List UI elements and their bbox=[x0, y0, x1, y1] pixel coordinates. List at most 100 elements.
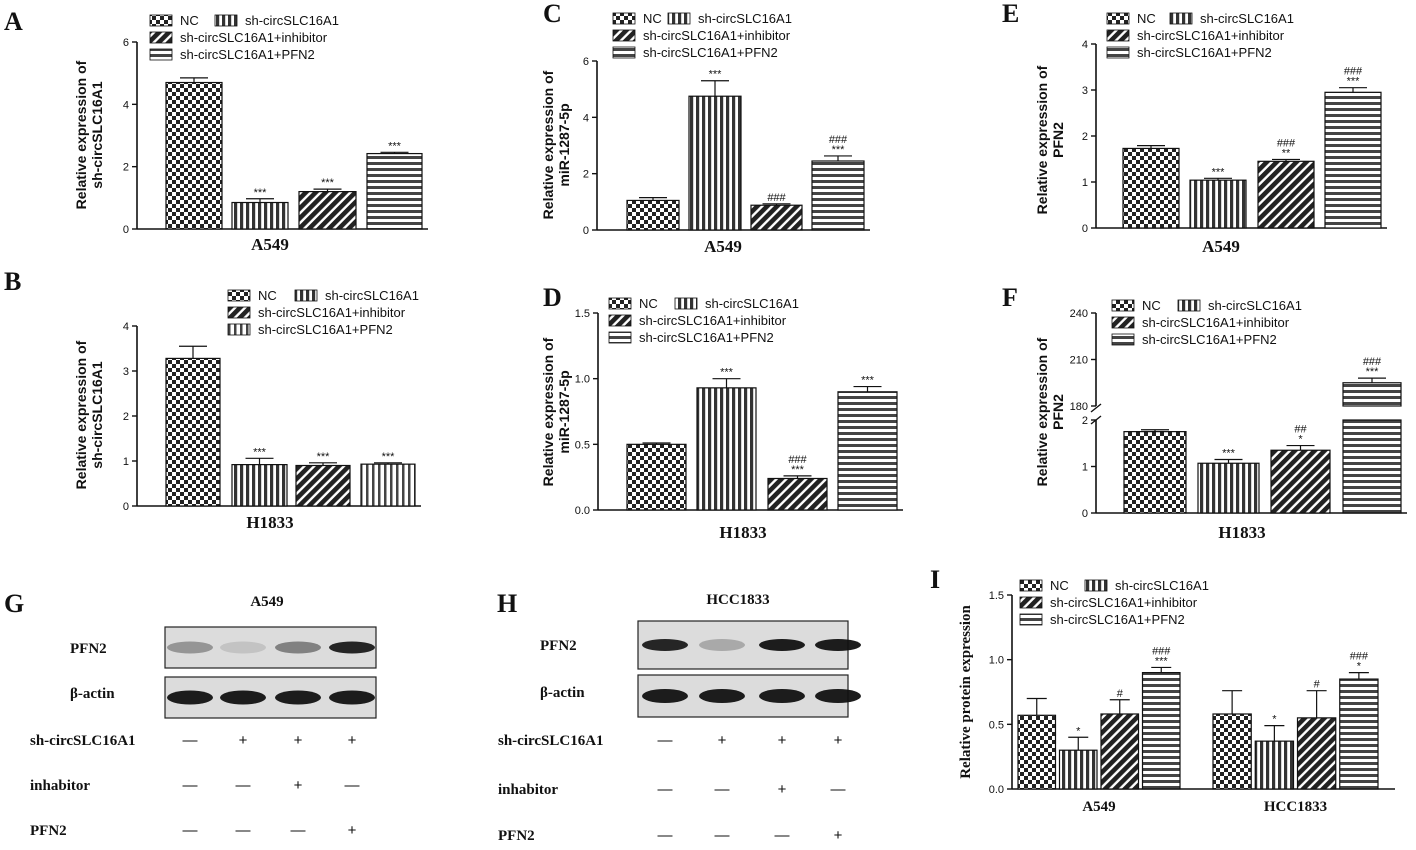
y-axis-label: sh-circSLC16A1 bbox=[89, 361, 105, 469]
condition-sign: — bbox=[658, 781, 673, 798]
x-axis-label: A549 bbox=[704, 237, 742, 256]
band-label: PFN2 bbox=[540, 638, 577, 654]
y-axis-label: Relative expression of bbox=[73, 60, 89, 209]
legend-label-nc: NC bbox=[258, 288, 277, 303]
condition-label: PFN2 bbox=[498, 828, 535, 844]
bar-inh bbox=[1296, 717, 1337, 790]
y-tick-label: 1 bbox=[123, 456, 129, 468]
legend-swatch-inh bbox=[1111, 316, 1135, 329]
y-tick-label: 0 bbox=[123, 224, 129, 236]
legend-swatch-inh bbox=[608, 314, 632, 327]
legend-swatch-sh bbox=[1169, 12, 1193, 25]
bar-inh bbox=[295, 464, 351, 507]
panel-f: F NC sh-circSLC16A1 sh-circSLC16A1+inhibito… bbox=[1002, 283, 1407, 542]
blot-band bbox=[167, 690, 213, 705]
legend-label-pfn2: sh-circSLC16A1+PFN2 bbox=[1137, 45, 1272, 60]
axis-break-mark bbox=[1090, 403, 1102, 413]
y-axis-label: PFN2 bbox=[1050, 394, 1066, 430]
condition-sign: + bbox=[348, 732, 357, 749]
condition-sign: — bbox=[775, 827, 790, 844]
significance-label: ## bbox=[1294, 424, 1307, 436]
y-tick-label: 2 bbox=[1082, 415, 1088, 427]
legend-label-sh: sh-circSLC16A1 bbox=[1208, 298, 1302, 313]
y-axis-label: miR-1287-5p bbox=[556, 370, 572, 453]
bar-nc bbox=[1123, 431, 1187, 514]
blot-band bbox=[275, 641, 321, 654]
bar-pfn2 bbox=[360, 463, 416, 507]
bar-pfn2-upper bbox=[1342, 382, 1402, 407]
bar-inh bbox=[1270, 449, 1331, 514]
bar-nc bbox=[165, 81, 223, 230]
blot-band bbox=[220, 641, 266, 654]
y-tick-label: 2 bbox=[123, 162, 129, 174]
bar-nc bbox=[1122, 147, 1180, 229]
legend-swatch-pfn2 bbox=[1111, 333, 1135, 346]
panel-i: I NC sh-circSLC16A1 sh-circSLC16A1+inhibito… bbox=[930, 565, 1395, 815]
bar-sh bbox=[1197, 462, 1260, 514]
legend-label-pfn2: sh-circSLC16A1+PFN2 bbox=[643, 45, 778, 60]
legend-swatch-nc bbox=[1019, 579, 1043, 592]
blot-title: HCC1833 bbox=[706, 592, 769, 608]
blot-band bbox=[759, 639, 805, 651]
blot-band bbox=[699, 689, 745, 703]
bar-pfn2 bbox=[1339, 678, 1379, 790]
y-axis-label: PFN2 bbox=[1050, 122, 1066, 158]
y-tick-label: 4 bbox=[123, 321, 129, 333]
y-tick-label: 1.5 bbox=[575, 308, 590, 320]
bar-inh bbox=[1257, 160, 1315, 229]
significance-label: *** bbox=[317, 451, 331, 463]
y-tick-label: 4 bbox=[583, 112, 589, 124]
bar-pfn2 bbox=[366, 152, 423, 230]
condition-sign: + bbox=[239, 732, 248, 749]
bar-sh bbox=[231, 464, 288, 507]
condition-label: inhabitor bbox=[498, 782, 558, 798]
y-tick-label: 1 bbox=[1082, 177, 1088, 189]
legend-label-inh: sh-circSLC16A1+inhibitor bbox=[643, 28, 791, 43]
bar-inh bbox=[767, 477, 828, 511]
legend-swatch-nc bbox=[227, 289, 251, 302]
x-tick-label: A549 bbox=[1082, 799, 1115, 815]
panel-g: G A549 PFN2 β-actin sh-circSLC16A1 — + + + inhabi… bbox=[4, 589, 377, 839]
blot-band bbox=[815, 689, 861, 703]
panel-a: A NC sh-circSLC16A1 sh-circSLC16A1+inhibito… bbox=[4, 7, 428, 254]
condition-sign: + bbox=[778, 781, 787, 798]
legend-label-sh: sh-circSLC16A1 bbox=[698, 11, 792, 26]
significance-label: ### bbox=[1277, 137, 1296, 149]
y-tick-label: 210 bbox=[1070, 355, 1088, 367]
y-tick-label: 1.0 bbox=[989, 655, 1004, 667]
condition-sign: — bbox=[658, 827, 673, 844]
legend-swatch-sh bbox=[674, 297, 698, 310]
x-axis-label: A549 bbox=[251, 235, 289, 254]
bar-pfn2 bbox=[1324, 91, 1382, 229]
legend-label-nc: NC bbox=[643, 11, 662, 26]
legend-label-nc: NC bbox=[1050, 578, 1069, 593]
condition-sign: — bbox=[291, 822, 306, 839]
legend-swatch-sh bbox=[1177, 299, 1201, 312]
significance-label: ### bbox=[788, 454, 807, 466]
condition-sign: + bbox=[718, 732, 727, 749]
significance-label: *** bbox=[1155, 655, 1169, 667]
y-axis-label: miR-1287-5p bbox=[556, 103, 572, 186]
significance-label: ### bbox=[1152, 645, 1171, 657]
y-tick-label: 0 bbox=[1082, 508, 1088, 520]
significance-label: *** bbox=[321, 177, 335, 189]
legend-label-inh: sh-circSLC16A1+inhibitor bbox=[1137, 28, 1285, 43]
bar-pfn2 bbox=[1342, 419, 1402, 514]
y-tick-label: 0.0 bbox=[575, 505, 590, 517]
condition-sign: + bbox=[348, 822, 357, 839]
significance-label: *** bbox=[791, 464, 805, 476]
significance-label: ### bbox=[1350, 651, 1369, 663]
legend-label-sh: sh-circSLC16A1 bbox=[1200, 11, 1294, 26]
significance-label: *** bbox=[1347, 76, 1361, 88]
y-tick-label: 3 bbox=[1082, 85, 1088, 97]
panel-h: H HCC1833 PFN2 β-actin sh-circSLC16A1 — + + + inh… bbox=[497, 589, 861, 844]
legend-swatch-nc bbox=[1111, 299, 1135, 312]
y-tick-label: 240 bbox=[1070, 308, 1088, 320]
panel-e: E NC sh-circSLC16A1 sh-circSLC16A1+inhibito… bbox=[1002, 0, 1387, 256]
blot-band bbox=[329, 690, 375, 705]
condition-sign: — bbox=[236, 777, 251, 794]
significance-label: *** bbox=[861, 375, 875, 387]
legend-swatch-inh bbox=[612, 29, 636, 42]
legend-label-inh: sh-circSLC16A1+inhibitor bbox=[180, 30, 328, 45]
